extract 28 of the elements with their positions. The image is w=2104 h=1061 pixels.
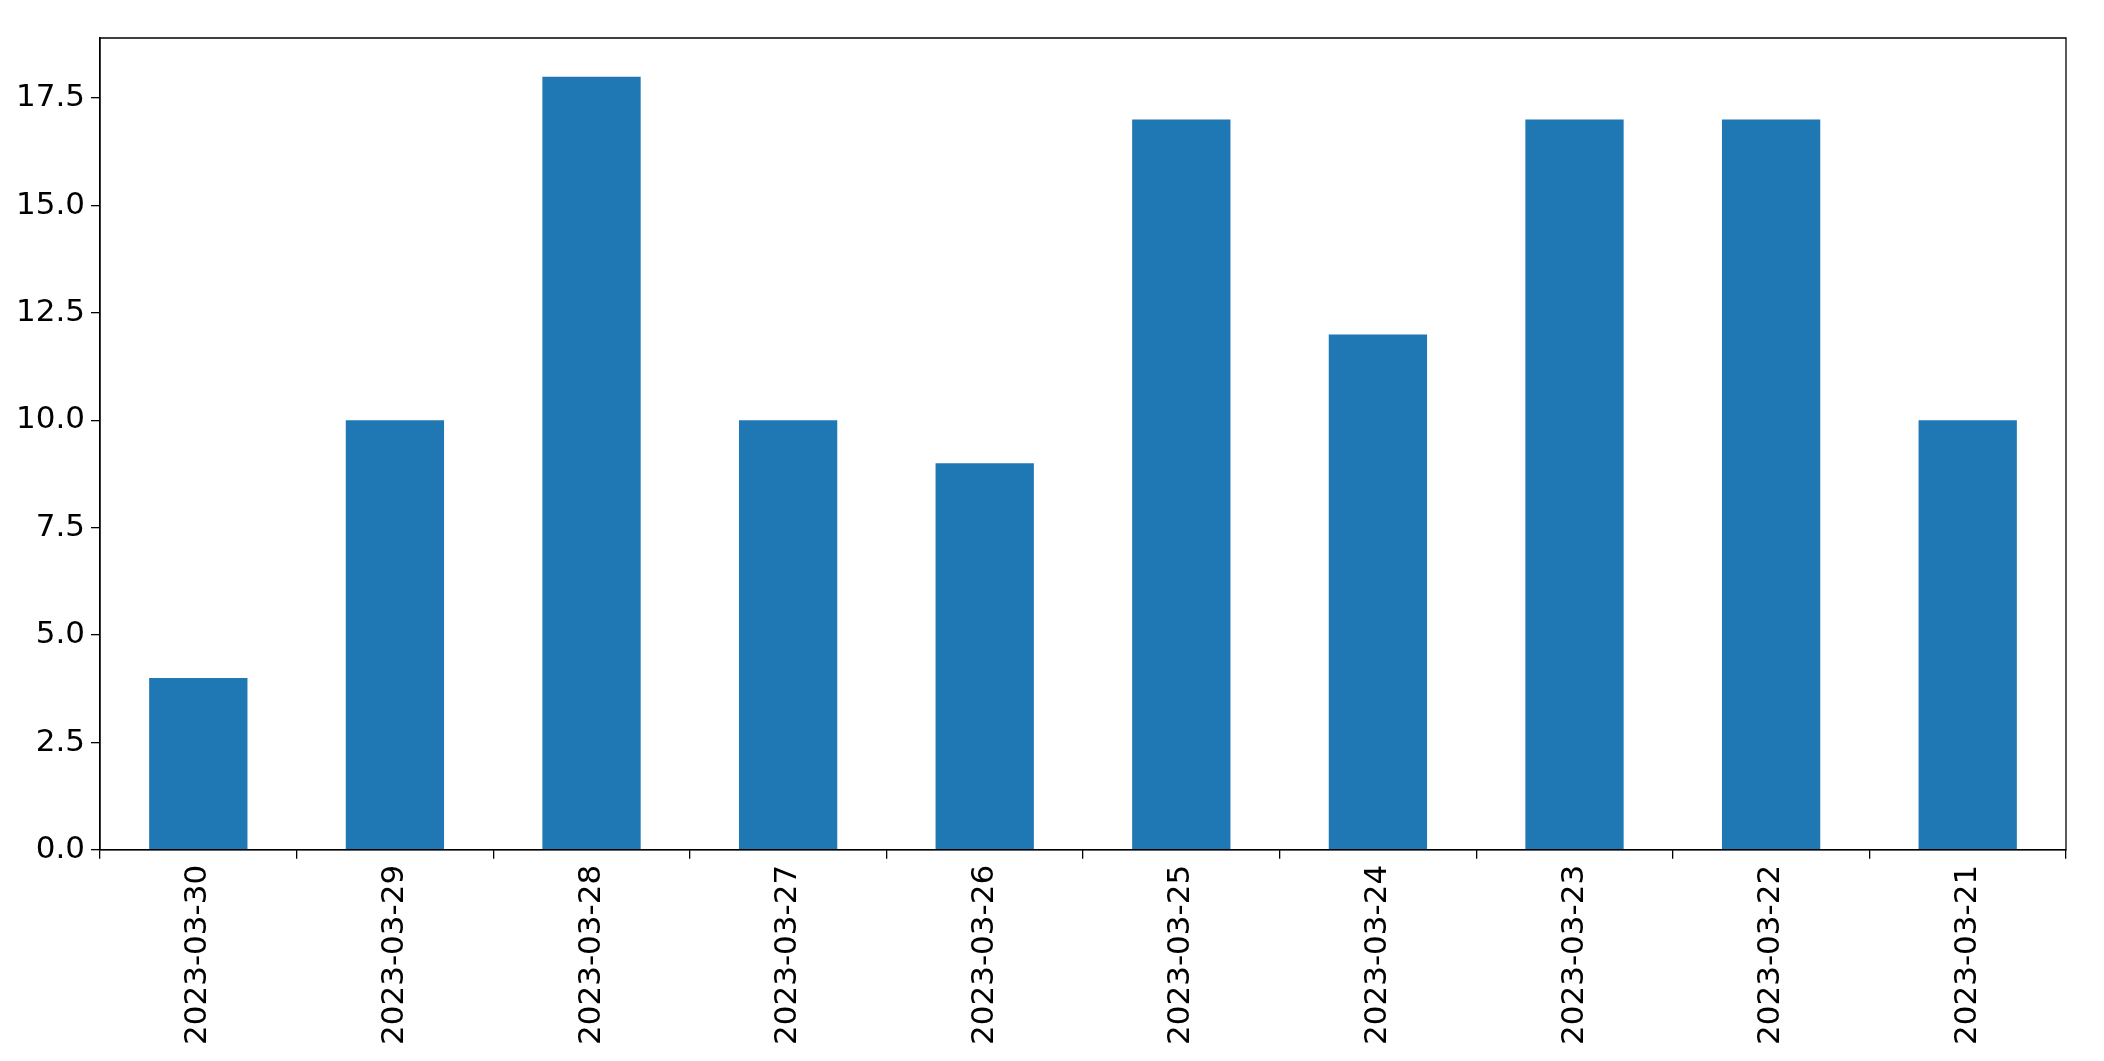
- x-tick-label: 2023-03-22: [1750, 864, 1787, 1046]
- x-tick-label: 2023-03-30: [177, 864, 214, 1046]
- x-tick-label: 2023-03-24: [1356, 864, 1393, 1046]
- x-tick-label: 2023-03-23: [1553, 864, 1590, 1046]
- x-tick-label: 2023-03-25: [1160, 864, 1197, 1046]
- x-tick-label: 2023-03-29: [373, 864, 410, 1046]
- bar: [345, 420, 445, 850]
- bar: [1328, 334, 1428, 850]
- y-tick-label: 2.5: [35, 721, 86, 758]
- bar: [738, 420, 838, 850]
- x-tick-label: 2023-03-27: [767, 864, 804, 1046]
- bar: [1721, 119, 1821, 850]
- y-tick-label: 12.5: [15, 291, 86, 328]
- bar: [149, 678, 248, 850]
- y-tick-label: 0.0: [35, 828, 86, 865]
- y-tick-label: 10.0: [15, 399, 86, 436]
- bar: [542, 76, 641, 850]
- y-tick-label: 7.5: [35, 506, 86, 543]
- bar: [1918, 420, 2017, 850]
- x-tick-label: 2023-03-28: [570, 864, 607, 1046]
- y-tick-label: 17.5: [15, 77, 86, 114]
- x-tick-label: 2023-03-26: [963, 864, 1000, 1046]
- y-tick-label: 5.0: [35, 614, 86, 651]
- bar: [1525, 119, 1624, 850]
- x-tick-label: 2023-03-21: [1946, 864, 1983, 1046]
- bar: [1132, 119, 1231, 850]
- y-tick-label: 15.0: [15, 184, 86, 221]
- bar: [935, 463, 1034, 850]
